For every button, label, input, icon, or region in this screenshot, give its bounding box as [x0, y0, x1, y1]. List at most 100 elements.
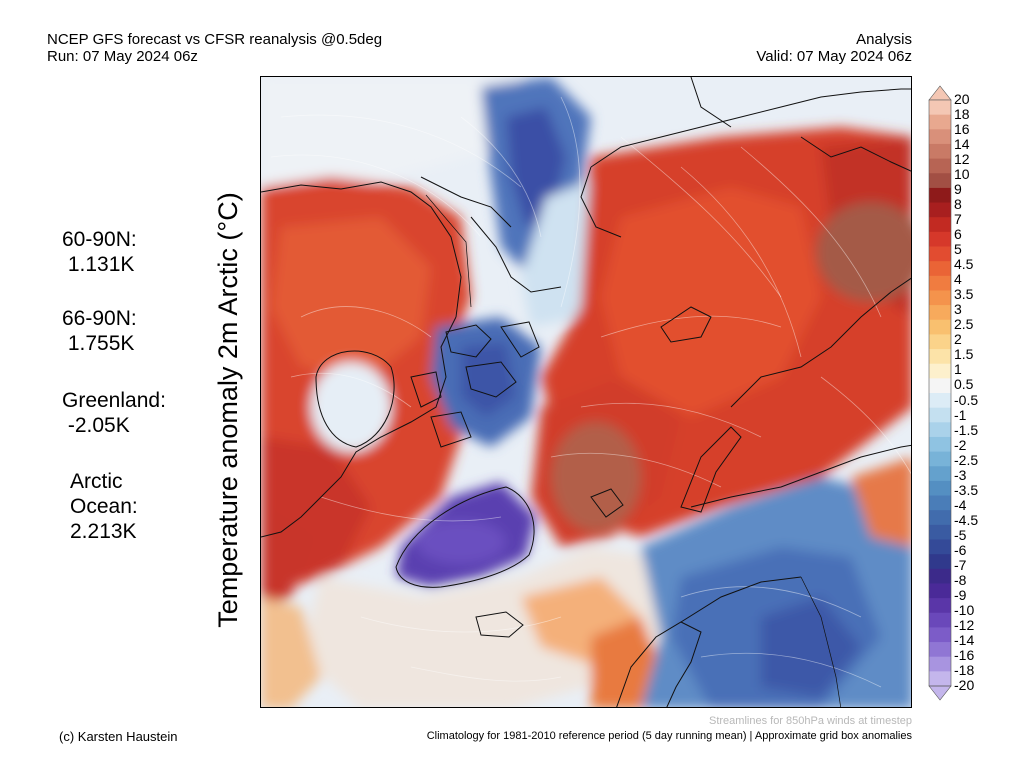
colorbar-label: -2.5 [954, 451, 979, 468]
stat-66-90n: 66-90N: 1.755K [62, 306, 137, 356]
stat-label: 66-90N: [62, 307, 137, 330]
stat-60-90n: 60-90N: 1.131K [62, 227, 137, 277]
stat-label: Greenland: [62, 389, 166, 412]
colorbar-label: 2 [954, 331, 962, 348]
colorbar-segment [929, 261, 951, 277]
colorbar-label: 4.5 [954, 256, 974, 273]
colorbar-segment [929, 143, 951, 160]
coastlines [261, 77, 911, 707]
stat-value: 1.755K [62, 332, 135, 355]
stat-value: -2.05K [62, 414, 130, 437]
streamlines-note: Streamlines for 850hPa winds at timestep [709, 715, 912, 727]
colorbar-segment [929, 598, 951, 614]
colorbar-label: 3.5 [954, 286, 974, 303]
colorbar-label: -7 [954, 556, 967, 573]
colorbar-segment [929, 349, 951, 365]
colorbar-label: 8 [954, 196, 962, 213]
colorbar-segment [929, 114, 951, 130]
colorbar-segment [929, 275, 951, 291]
colorbar-scale [928, 85, 952, 701]
colorbar-segment [929, 554, 951, 570]
colorbar-segment [929, 524, 951, 540]
colorbar-label: 18 [954, 106, 970, 123]
colorbar-label: -3.5 [954, 481, 979, 498]
colorbar-label: 0.5 [954, 376, 974, 393]
colorbar-segment [929, 187, 951, 204]
stat-greenland: Greenland: -2.05K [62, 388, 166, 438]
colorbar-label: 14 [954, 136, 970, 153]
colorbar-segment [929, 422, 951, 438]
colorbar-label: -9 [954, 586, 967, 603]
colorbar-max-arrow [928, 85, 952, 101]
colorbar-label: -1 [954, 406, 967, 423]
valid-block: Analysis Valid: 07 May 2024 06z [756, 31, 912, 65]
colorbar-label: -10 [954, 601, 975, 618]
copyright: (c) Karsten Haustein [59, 729, 178, 744]
colorbar-segment [929, 129, 951, 145]
stat-arctic-ocean: Arctic Ocean: 2.213K [70, 469, 138, 544]
climatology-note: Climatology for 1981-2010 reference peri… [426, 730, 912, 742]
colorbar-label: 10 [954, 166, 970, 183]
colorbar-segment [929, 363, 951, 379]
colorbar-segment [929, 583, 951, 599]
variable-label: Temperature anomaly 2m Arctic (°C) [213, 192, 243, 628]
colorbar-segment [929, 627, 951, 643]
colorbar-min-arrow [928, 685, 952, 701]
colorbar-label: -20 [954, 677, 975, 693]
colorbar-label: -5 [954, 526, 967, 543]
colorbar-label: 4 [954, 271, 962, 288]
colorbar-segment [929, 642, 951, 658]
colorbar-label: -2 [954, 436, 967, 453]
colorbar-label: -6 [954, 541, 967, 558]
stat-value: 2.213K [70, 520, 137, 543]
colorbar-label: -8 [954, 571, 967, 588]
colorbar-segment [929, 436, 951, 453]
colorbar-segment [929, 202, 951, 218]
stat-value: 1.131K [62, 253, 135, 276]
title-line-1: NCEP GFS forecast vs CFSR reanalysis @0.… [47, 31, 383, 48]
colorbar [928, 85, 952, 701]
colorbar-label: -1.5 [954, 421, 979, 438]
colorbar-label: -4.5 [954, 511, 979, 528]
colorbar-segment [929, 466, 951, 482]
anomaly-field [261, 77, 911, 707]
colorbar-segment [929, 671, 951, 687]
analysis-label: Analysis [856, 31, 912, 48]
colorbar-segment [929, 290, 951, 306]
colorbar-label: -12 [954, 616, 975, 633]
colorbar-segment [929, 231, 951, 247]
colorbar-segment [929, 173, 951, 189]
colorbar-segment [929, 319, 951, 335]
colorbar-label: 12 [954, 151, 970, 168]
colorbar-label: 3 [954, 301, 962, 318]
colorbar-label: 5 [954, 241, 962, 258]
stat-label: 60-90N: [62, 228, 137, 251]
title-block: NCEP GFS forecast vs CFSR reanalysis @0.… [47, 31, 382, 65]
run-line: Run: 07 May 2024 06z [47, 48, 198, 65]
colorbar-segment [929, 568, 951, 584]
colorbar-segment [929, 100, 951, 116]
colorbar-segment [929, 246, 951, 262]
colorbar-label: 7 [954, 211, 962, 228]
colorbar-segment [929, 407, 951, 423]
colorbar-label: 9 [954, 181, 962, 198]
colorbar-label: 6 [954, 226, 962, 243]
colorbar-label: -0.5 [954, 391, 979, 408]
anomaly-map [260, 76, 912, 708]
regional-stats: 60-90N: 1.131K 66-90N: 1.755K Greenland:… [0, 0, 200, 560]
colorbar-label: 16 [954, 121, 970, 138]
colorbar-label: 1.5 [954, 346, 974, 363]
map-canvas [261, 77, 911, 707]
colorbar-label: -14 [954, 631, 975, 648]
colorbar-segment [929, 393, 951, 409]
colorbar-segment [929, 158, 951, 174]
colorbar-label: -4 [954, 496, 967, 513]
colorbar-segment [929, 217, 951, 233]
colorbar-segment [929, 539, 951, 555]
colorbar-segment [929, 305, 951, 321]
colorbar-segment [929, 612, 951, 628]
colorbar-segment [929, 451, 951, 467]
colorbar-segment [929, 495, 951, 511]
colorbar-label: -18 [954, 661, 975, 678]
streamlines [270, 96, 911, 688]
